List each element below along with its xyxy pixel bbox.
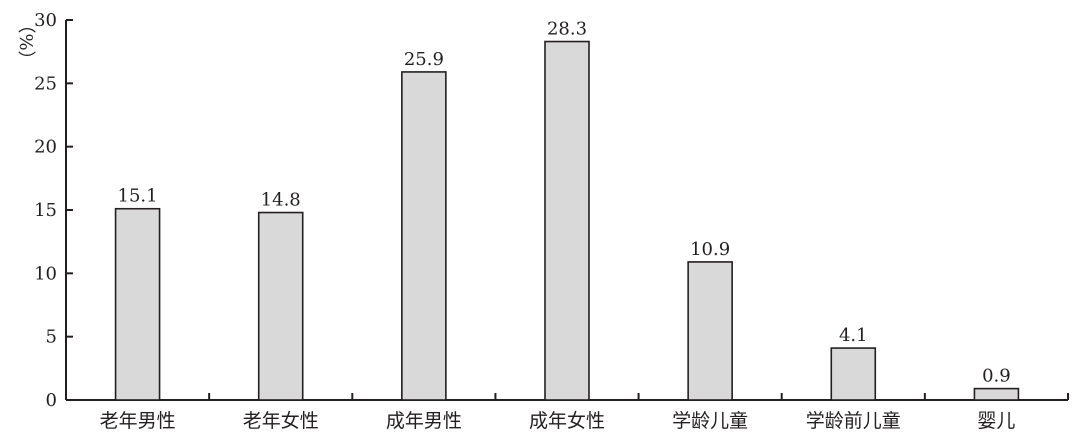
bar: [401, 71, 447, 401]
bar-value-label: 28.3: [547, 19, 587, 40]
y-axis: 0 5 10 15 20 25 30: [34, 10, 73, 411]
bars: [114, 40, 1020, 401]
bar: [257, 211, 304, 401]
y-tick-label: 20: [34, 137, 57, 158]
bar-value-label: 4.1: [839, 325, 868, 346]
bar: [687, 261, 733, 401]
y-tick-label: 25: [34, 73, 57, 94]
bar: [114, 207, 161, 401]
y-tick-label: 30: [34, 10, 57, 31]
bar-value-label: 25.9: [404, 49, 444, 70]
data-labels: 15.1 14.8 25.9 28.3 10.9 4.1 0.9: [118, 19, 1011, 387]
x-tick-label: 学龄前儿童: [806, 410, 901, 432]
bar-value-label: 0.9: [982, 366, 1011, 387]
x-tick-label: 成年女性: [529, 410, 605, 432]
x-tick-label: 老年女性: [243, 410, 319, 432]
x-tick-label: 婴儿: [977, 410, 1015, 432]
bar-value-label: 10.9: [690, 239, 730, 260]
bar-value-label: 14.8: [261, 190, 301, 211]
y-tick-label: 5: [46, 327, 57, 348]
x-tick-label: 学龄儿童: [672, 410, 748, 432]
bar: [830, 347, 877, 401]
x-tick-label: 成年男性: [386, 410, 462, 432]
bar: [544, 40, 590, 401]
y-axis-unit-label: （%）: [15, 15, 36, 68]
bar-value-label: 15.1: [118, 186, 158, 207]
y-tick-label: 10: [34, 263, 57, 284]
y-tick-label: 0: [46, 390, 57, 411]
x-tick-label: 老年男性: [100, 410, 176, 432]
y-tick-label: 15: [34, 200, 57, 221]
bar: [973, 387, 1020, 401]
